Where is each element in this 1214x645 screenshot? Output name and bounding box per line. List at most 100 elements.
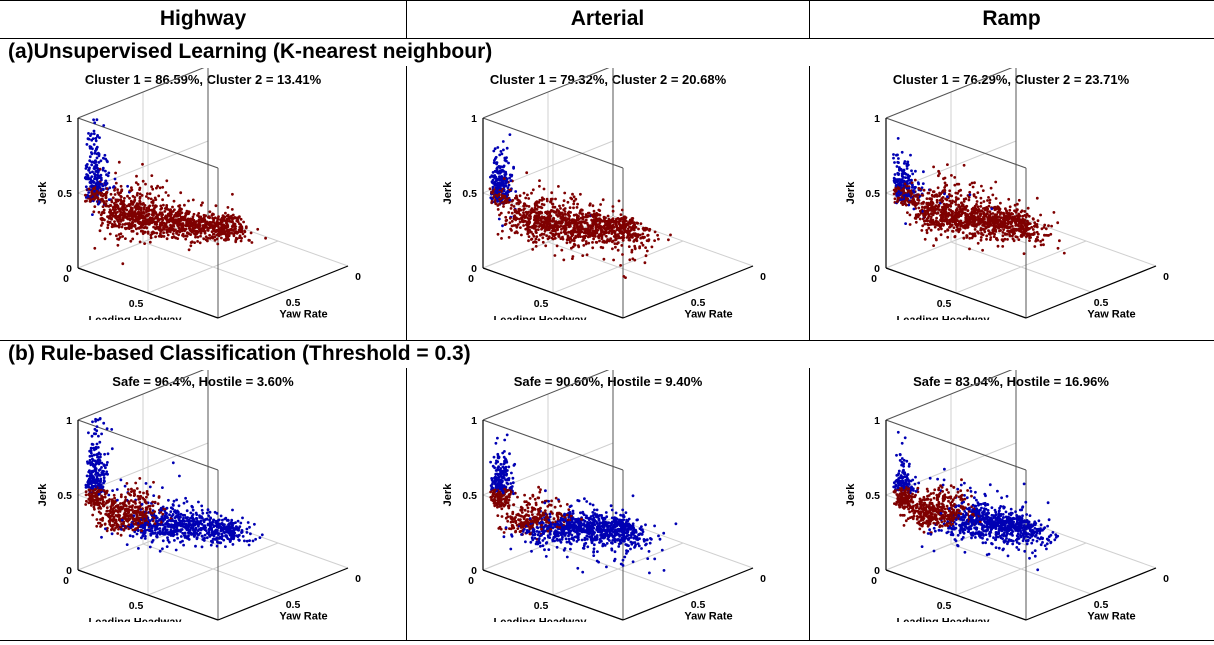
data-point [95, 442, 99, 446]
data-point [901, 169, 904, 173]
data-point [254, 537, 257, 541]
data-point [1014, 221, 1018, 225]
data-point [159, 204, 163, 208]
data-point [207, 223, 211, 226]
data-point [988, 214, 992, 218]
data-point [87, 431, 90, 435]
data-point [200, 508, 204, 512]
data-point [544, 244, 548, 248]
axis-yaw-rate [217, 567, 349, 621]
data-point [97, 506, 100, 510]
data-point [112, 528, 116, 532]
data-point [906, 211, 909, 215]
data-point [153, 196, 157, 200]
data-point [158, 228, 162, 232]
data-point [957, 197, 960, 201]
data-point [572, 202, 576, 206]
data-point [110, 211, 114, 215]
data-point [117, 160, 121, 164]
data-point [1027, 227, 1031, 231]
data-point [135, 487, 139, 490]
data-point [572, 213, 576, 217]
data-point [1041, 238, 1045, 242]
data-point [950, 174, 953, 177]
data-point [126, 184, 129, 188]
data-point [157, 194, 161, 198]
data-point [138, 226, 141, 230]
data-point [518, 217, 521, 221]
data-point [613, 232, 617, 236]
data-point [146, 222, 150, 226]
data-point [619, 264, 622, 267]
tick-label-headway: 0 [871, 273, 877, 285]
data-point [636, 221, 640, 225]
data-point [935, 220, 939, 224]
data-point [918, 209, 922, 213]
data-point [934, 204, 938, 208]
data-point [91, 443, 95, 446]
data-point [1035, 196, 1039, 200]
data-point [1019, 226, 1022, 229]
data-point [113, 506, 116, 510]
data-point [101, 187, 105, 191]
data-point [522, 191, 526, 195]
data-point [604, 230, 608, 234]
data-point [566, 200, 570, 204]
data-point [941, 215, 945, 219]
data-point [160, 228, 164, 232]
data-point [507, 183, 511, 187]
data-point [192, 222, 196, 226]
data-point [954, 203, 958, 206]
data-point [119, 502, 122, 505]
data-point [918, 187, 922, 191]
data-point [598, 233, 601, 237]
data-point [548, 222, 552, 226]
data-point [599, 245, 603, 249]
data-point [124, 237, 127, 241]
data-point [943, 219, 946, 223]
data-point [562, 258, 566, 262]
data-point [95, 156, 99, 160]
data-point [568, 221, 572, 225]
data-point [131, 218, 135, 222]
data-point [932, 244, 935, 248]
data-point [183, 216, 187, 220]
data-point [1035, 230, 1039, 234]
data-point [938, 199, 942, 202]
data-point [643, 235, 646, 239]
data-point [116, 210, 119, 214]
data-point [134, 208, 138, 211]
data-point [979, 201, 983, 205]
data-point [947, 212, 950, 216]
data-point [243, 229, 246, 233]
axis-label-yaw-rate: Yaw Rate [1087, 308, 1135, 320]
data-point [92, 143, 96, 146]
data-point [145, 226, 149, 230]
data-point [534, 244, 538, 248]
data-point [603, 241, 606, 244]
data-point [92, 210, 96, 214]
data-point [979, 236, 983, 239]
data-point [90, 476, 93, 479]
data-point [993, 213, 997, 217]
data-point [985, 234, 989, 238]
data-point [591, 241, 594, 244]
data-point [545, 217, 549, 221]
data-point [1017, 238, 1021, 242]
data-point [943, 230, 947, 233]
data-point [656, 233, 659, 237]
data-point [542, 225, 546, 229]
data-point [118, 207, 121, 211]
data-point [526, 193, 529, 197]
data-point [232, 228, 236, 232]
data-point [957, 227, 961, 231]
data-point [1018, 218, 1022, 222]
data-point [1005, 224, 1009, 228]
data-point [897, 157, 900, 160]
data-point [166, 233, 170, 237]
data-point [900, 188, 904, 192]
data-point [156, 226, 160, 230]
box-edge [77, 117, 219, 169]
data-point [908, 179, 912, 182]
